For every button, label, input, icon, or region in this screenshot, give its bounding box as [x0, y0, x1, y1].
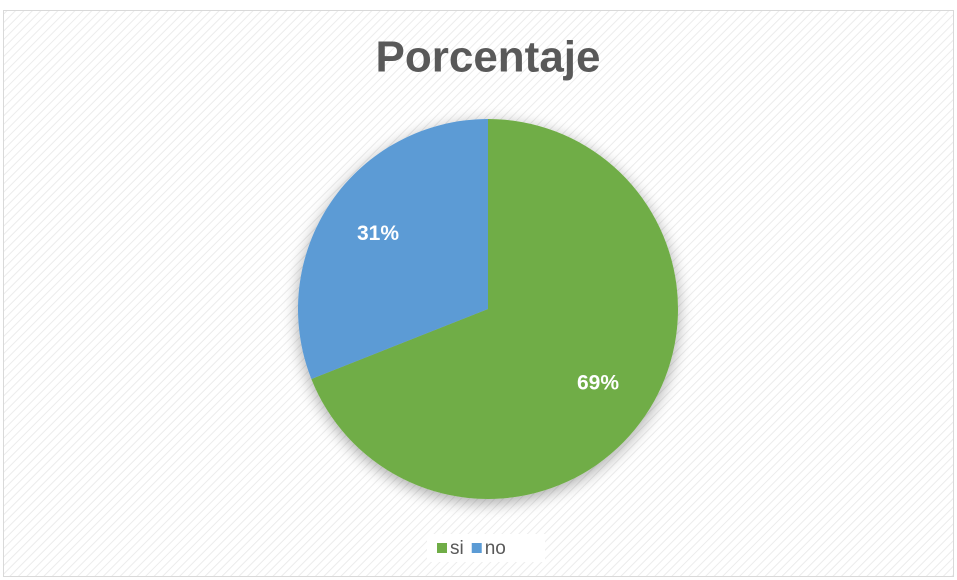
chart-title: Porcentaje [376, 33, 601, 82]
pie-slice [298, 119, 488, 379]
legend-swatch [471, 543, 482, 553]
pie [298, 119, 679, 499]
legend-label: si [450, 538, 464, 559]
data-label: 31% [357, 222, 399, 245]
legend-swatch [437, 543, 447, 553]
data-label: 69% [577, 371, 619, 394]
legend-label: no [485, 538, 506, 559]
pie-slice [311, 119, 679, 499]
